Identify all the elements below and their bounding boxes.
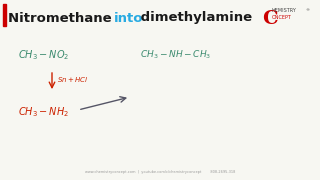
Text: $CH_3 - NO_2$: $CH_3 - NO_2$ (18, 48, 69, 62)
Bar (3, 4, 5, 26)
Text: www.chemistryconcept.com  |  youtube.com/c/chemistryconcept        808-2695-318: www.chemistryconcept.com | youtube.com/c… (85, 170, 235, 174)
Text: $CH_3 - NH - CH_3$: $CH_3 - NH - CH_3$ (140, 49, 212, 61)
Text: into: into (114, 12, 143, 24)
Text: $CH_3 - NH_2$: $CH_3 - NH_2$ (18, 105, 69, 119)
Text: $Sn + HCl$: $Sn + HCl$ (57, 75, 89, 84)
Text: dimethylamine: dimethylamine (136, 12, 252, 24)
Text: C: C (262, 10, 278, 28)
Text: ONCEPT: ONCEPT (272, 15, 292, 20)
Text: HEMISTRY: HEMISTRY (272, 8, 297, 13)
Text: ®: ® (305, 8, 309, 12)
Text: Nitromethane: Nitromethane (8, 12, 116, 24)
